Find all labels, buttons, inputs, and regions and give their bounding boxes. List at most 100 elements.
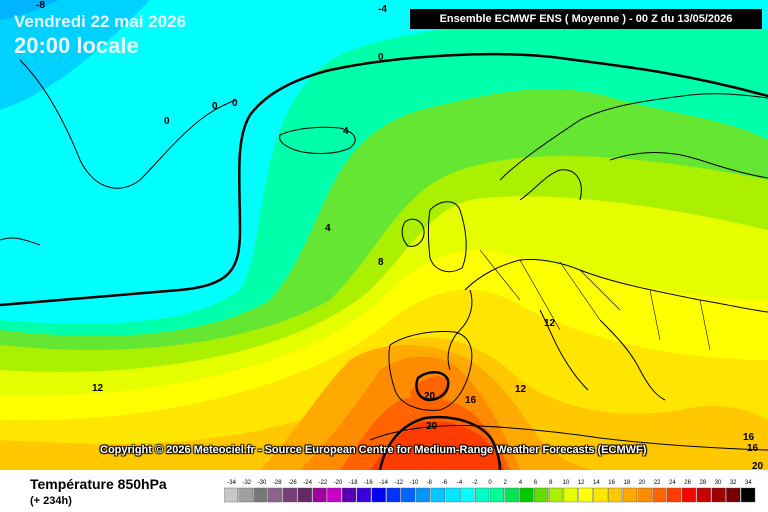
forecast-date: Vendredi 22 mai 2026 <box>14 12 186 31</box>
legend-color-box <box>548 487 564 503</box>
legend-color-box <box>297 487 312 503</box>
isotherm-label: -4 <box>378 4 387 15</box>
legend-color-box <box>578 487 593 503</box>
legend-color-box <box>534 487 549 503</box>
legend-value-label: 12 <box>578 480 585 486</box>
legend-value-label: -26 <box>288 480 297 486</box>
isotherm-label: 20 <box>424 391 436 402</box>
legend-color-box <box>430 487 445 503</box>
legend-value-label: -34 <box>227 480 236 486</box>
legend-color-box <box>386 487 401 503</box>
temperature-map: -8 -4 0 0 0 0 4 4 8 12 12 12 16 16 16 20… <box>0 0 768 470</box>
legend-value-label: 0 <box>488 480 492 486</box>
isotherm-label: 12 <box>515 384 527 395</box>
color-scale-legend: -34 -32 -30 -28 -26 -24 -2 2 -20 -18 -16 -14 -12 -10 -… <box>224 480 756 503</box>
legend-color-box <box>608 487 623 503</box>
legend-color-box <box>593 487 608 503</box>
legend-color-box <box>652 487 667 503</box>
legend-value-label: 32 <box>730 480 737 486</box>
legend-value-label: -8 <box>427 480 433 486</box>
legend-value-label: -24 <box>303 480 312 486</box>
legend-color-box <box>224 487 239 503</box>
legend-value-label: 28 <box>699 480 706 486</box>
temperature-bands <box>0 0 768 470</box>
legend-color-box <box>563 487 578 503</box>
lead-time: (+ 234h) <box>30 495 72 507</box>
model-info-banner: Ensemble ECMWF ENS ( Moyenne ) - 00 Z du… <box>410 9 762 29</box>
legend-color-box <box>637 487 652 503</box>
legend-color-box <box>519 487 534 503</box>
isotherm-20-africa <box>378 415 502 470</box>
legend-value-label: 22 <box>654 480 661 486</box>
legend-color-box <box>253 487 268 503</box>
legend-value-label: -16 <box>364 480 373 486</box>
coastlines <box>0 59 768 451</box>
legend-color-box <box>312 487 327 503</box>
legend-value-label: -12 <box>394 480 403 486</box>
isotherm-label: 0 <box>232 98 238 109</box>
legend-color-box <box>445 487 460 503</box>
isotherm-label: 20 <box>752 461 764 470</box>
legend-value-label: 8 <box>549 480 553 486</box>
legend-value-label: -14 <box>379 480 388 486</box>
isotherm-label: 4 <box>325 223 331 234</box>
legend-value-label: -2 <box>472 480 478 486</box>
legend-color-box <box>504 487 519 503</box>
legend-color-box <box>415 487 431 503</box>
legend-value-label: 2 <box>504 480 508 486</box>
legend-color-box <box>268 487 283 503</box>
legend-color-box <box>282 487 298 503</box>
legend-value-label: -10 <box>410 480 419 486</box>
isotherm-label: 16 <box>465 395 477 406</box>
legend-value-label: 6 <box>534 480 538 486</box>
legend-value-label: 24 <box>669 480 676 486</box>
legend-value-label: -28 <box>273 480 282 486</box>
isotherm-label: 0 <box>164 116 170 127</box>
isotherm-label: 20 <box>426 421 438 432</box>
forecast-time: 20:00 locale <box>14 33 139 58</box>
legend-value-label: -30 <box>258 480 267 486</box>
isotherm-contours <box>0 52 768 470</box>
isotherm-label: 4 <box>343 126 349 137</box>
legend-color-box <box>327 487 342 503</box>
isotherm-label: 0 <box>378 52 384 63</box>
legend-color-box <box>371 487 386 503</box>
legend-value-label: -4 <box>457 480 463 486</box>
legend-value-label: 34 <box>745 480 752 486</box>
legend-color-box <box>489 487 505 503</box>
parameter-title: Température 850hPa <box>30 476 167 492</box>
legend-color-box <box>681 487 697 503</box>
footer: Température 850hPa (+ 234h) -34 -32 -30 -28… <box>0 470 768 512</box>
legend-value-label: -6 <box>442 480 448 486</box>
legend-value-label: -20 <box>334 480 343 486</box>
isotherm-label: 12 <box>92 383 104 394</box>
legend-value-label: 26 <box>684 480 691 486</box>
legend-value-label: 14 <box>593 480 600 486</box>
legend-color-box <box>741 487 756 503</box>
isotherm-label: 12 <box>544 318 556 329</box>
legend-color-box <box>356 487 372 503</box>
legend-value-label: -18 <box>349 480 358 486</box>
legend-color-box <box>401 487 416 503</box>
legend-value-label: 30 <box>715 480 722 486</box>
legend-color-box <box>696 487 711 503</box>
legend-value-label: 4 <box>519 480 523 486</box>
copyright-notice: Copyright © 2026 Meteociel.fr - Source E… <box>100 444 647 456</box>
legend-color-box <box>667 487 682 503</box>
isotherm-20-spain <box>415 371 450 402</box>
legend-color-box <box>460 487 475 503</box>
isotherm-label: 16 <box>747 443 759 454</box>
legend-value-label: 20 <box>639 480 646 486</box>
legend-color-box <box>238 487 253 503</box>
isotherm-labels: -8 -4 0 0 0 0 4 4 8 12 12 12 16 16 16 20… <box>36 0 764 470</box>
legend-value-label: 18 <box>623 480 630 486</box>
isotherm-label: 8 <box>378 257 384 268</box>
legend-value-label: -32 <box>242 480 251 486</box>
isotherm-label: 16 <box>743 432 755 443</box>
legend-value-label: 10 <box>563 480 570 486</box>
legend-color-box <box>622 487 638 503</box>
isotherm-label: 0 <box>212 101 218 112</box>
legend-color-box <box>474 487 490 503</box>
legend-color-box <box>711 487 726 503</box>
legend-color-box <box>726 487 741 503</box>
